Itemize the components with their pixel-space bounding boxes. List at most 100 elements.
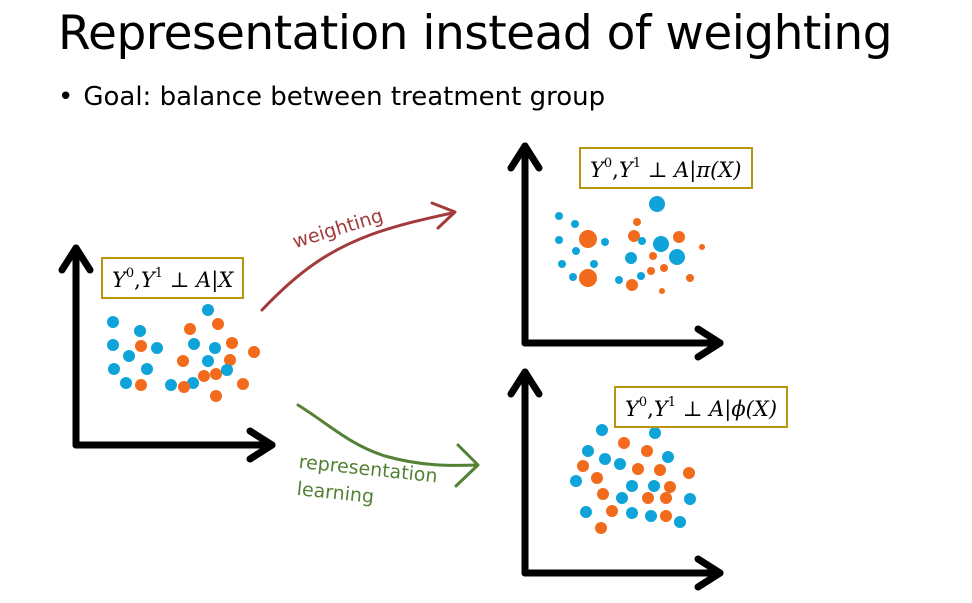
dot-orange (178, 381, 190, 393)
dot-orange (198, 370, 210, 382)
bullet-text: Goal: balance between treatment group (83, 82, 606, 112)
dot-orange (591, 472, 603, 484)
dot-blue (141, 363, 153, 375)
dot-orange (633, 218, 641, 226)
dot-orange (210, 390, 222, 402)
representation-arrow (296, 403, 480, 488)
dot-blue (653, 236, 669, 252)
dot-orange (210, 368, 222, 380)
dot-blue (648, 480, 660, 492)
dot-blue (571, 220, 579, 228)
dot-blue (638, 237, 646, 245)
dot-blue (151, 342, 163, 354)
dot-orange (626, 279, 638, 291)
dots-representation (570, 424, 696, 534)
dot-blue (674, 516, 686, 528)
weighting-arrow (260, 201, 457, 312)
dot-blue (107, 339, 119, 351)
formula-representation: Y0,Y1 ⊥ A|ϕ(X) (614, 386, 789, 428)
dot-blue (614, 458, 626, 470)
dot-orange (647, 267, 655, 275)
dot-orange (579, 230, 597, 248)
dot-blue (187, 377, 199, 389)
dot-orange (641, 445, 653, 457)
dot-orange (212, 318, 224, 330)
dot-orange (642, 492, 654, 504)
dot-blue (202, 355, 214, 367)
dot-blue (649, 427, 661, 439)
dot-blue (580, 506, 592, 518)
y-axis-head (507, 142, 543, 172)
dot-orange (248, 346, 260, 358)
dot-orange (237, 378, 249, 390)
dot-blue (555, 236, 563, 244)
dot-blue (165, 379, 177, 391)
dot-blue (582, 445, 594, 457)
dot-blue (596, 424, 608, 436)
dot-orange (649, 252, 657, 260)
dot-orange (699, 244, 705, 250)
dot-blue (649, 196, 665, 212)
dot-orange (595, 522, 607, 534)
dot-orange (226, 337, 238, 349)
dot-blue (615, 276, 623, 284)
dot-blue (637, 272, 645, 280)
dot-orange (659, 288, 665, 294)
dot-blue (555, 212, 563, 220)
dot-orange (135, 379, 147, 391)
dot-blue (662, 451, 674, 463)
panel-representation-axes (507, 368, 724, 591)
dot-orange (683, 467, 695, 479)
dot-blue (188, 338, 200, 350)
dot-blue (221, 364, 233, 376)
dot-orange (632, 463, 644, 475)
dot-blue (590, 260, 598, 268)
dot-blue (209, 342, 221, 354)
dot-orange (660, 492, 672, 504)
dot-orange (135, 340, 147, 352)
dot-blue (626, 480, 638, 492)
x-axis-head (694, 555, 724, 591)
dot-orange (577, 460, 589, 472)
dot-blue (626, 507, 638, 519)
dot-blue (645, 510, 657, 522)
dot-orange (660, 510, 672, 522)
dot-blue (202, 304, 214, 316)
y-axis-head (58, 244, 94, 274)
dot-orange (660, 264, 668, 272)
dot-orange (224, 354, 236, 366)
panel-weighted-axes (507, 142, 724, 361)
dots-weighted (555, 196, 705, 294)
dot-blue (120, 377, 132, 389)
slide-title: Representation instead of weighting (58, 6, 893, 61)
dot-orange (628, 230, 640, 242)
dot-blue (599, 453, 611, 465)
dot-blue (572, 247, 580, 255)
bullet-goal: • Goal: balance between treatment group (58, 82, 605, 112)
dot-blue (625, 252, 637, 264)
dot-blue (570, 475, 582, 487)
dot-orange (686, 274, 694, 282)
dot-blue (569, 273, 577, 281)
panel-original-axes (58, 244, 276, 463)
formula-original: Y0,Y1 ⊥ A|X (101, 257, 245, 299)
dots-original (107, 304, 260, 402)
dot-orange (654, 464, 666, 476)
formula-weighted: Y0,Y1 ⊥ A|π(X) (579, 147, 753, 189)
dot-blue (601, 238, 609, 246)
dot-blue (669, 249, 685, 265)
dot-blue (123, 350, 135, 362)
dot-blue (134, 325, 146, 337)
y-axis-head (507, 368, 543, 398)
dot-blue (616, 492, 628, 504)
dot-orange (673, 231, 685, 243)
dot-orange (177, 355, 189, 367)
x-axis-head (246, 427, 276, 463)
dot-orange (597, 488, 609, 500)
dot-orange (606, 505, 618, 517)
dot-orange (184, 323, 196, 335)
x-axis-head (694, 325, 724, 361)
dot-blue (107, 316, 119, 328)
dot-orange (664, 481, 676, 493)
